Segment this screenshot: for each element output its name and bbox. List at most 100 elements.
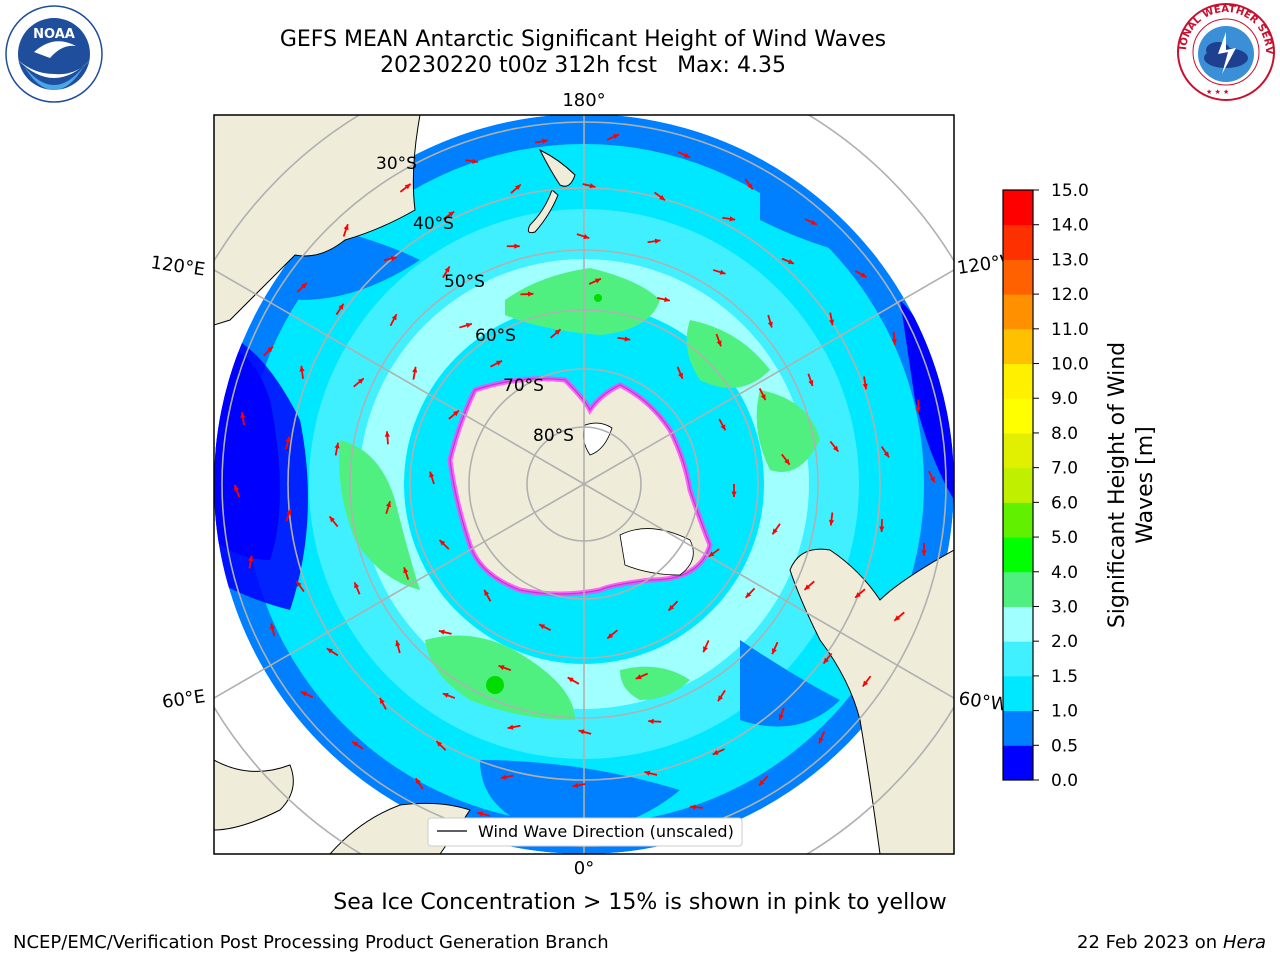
lat-label-30s: 30°S [376, 154, 417, 174]
wave-direction-arrowhead [855, 592, 861, 598]
wave-direction-arrowhead [862, 680, 869, 687]
wave-direction-arrowhead [784, 458, 790, 465]
wave-direction-arrowhead [384, 431, 390, 437]
wave-direction-arrowhead [234, 484, 239, 491]
colorbar-swatch [1003, 641, 1033, 677]
mid-wave-patch-se [740, 640, 840, 727]
wave-direction-arrowhead [484, 589, 490, 596]
wave-direction-arrowhead [429, 471, 435, 478]
colorbar-swatch [1003, 606, 1033, 642]
high-wave-patch-north [505, 268, 660, 335]
wave-direction-arrowhead [240, 412, 246, 418]
wave-direction-arrowhead [578, 729, 585, 735]
colorbar-swatch [1003, 537, 1033, 573]
wave-direction-arrowhead [554, 329, 561, 335]
colorbar-tick-label: 7.0 [1051, 459, 1078, 479]
colorbar-tick-label: 12.0 [1051, 285, 1089, 305]
wave-direction-arrowhead [439, 540, 446, 546]
wave-direction-arrowhead [391, 314, 397, 321]
wave-direction-arrowhead [778, 714, 784, 720]
wave-direction-arrowhead [720, 424, 726, 431]
wave-direction-arrowhead [678, 372, 683, 379]
map-legend: Wind Wave Direction (unscaled) [427, 817, 743, 847]
wave-direction-arrowhead [894, 615, 901, 621]
colorbar-swatch [1003, 710, 1033, 746]
footer-credit: NCEP/EMC/Verification Post Processing Pr… [13, 932, 609, 953]
high-wave-patch-ne [686, 320, 770, 388]
peak-wave-spot [486, 676, 504, 694]
wave-direction-arrowhead [787, 259, 794, 264]
wave-direction-arrowhead [659, 194, 665, 201]
wave-direction-arrowhead [883, 451, 890, 458]
lon-label-180: 180° [562, 90, 605, 111]
wave-direction-arrowhead [731, 491, 737, 497]
wave-direction-arrowhead [542, 138, 548, 144]
wave-direction-arrowhead [703, 646, 708, 653]
colorbar-tick-label: 9.0 [1051, 389, 1078, 409]
wave-direction-arrowhead [343, 224, 349, 231]
colorbar-swatch [1003, 294, 1033, 330]
wave-direction-arrowhead [860, 272, 867, 278]
wave-direction-arrowhead [612, 134, 619, 140]
wave-direction-arrowhead [296, 581, 302, 587]
noaa-logo: NOAA [5, 5, 103, 103]
wave-direction-arrowhead [301, 283, 307, 289]
wave-direction-arrowhead [286, 509, 292, 516]
wave-direction-arrowhead [267, 346, 274, 353]
colorbar-swatch [1003, 571, 1033, 607]
wave-direction-arrowhead [589, 183, 596, 189]
wave-direction-arrowhead [689, 804, 696, 810]
wave-direction-arrowhead [828, 519, 835, 526]
wave-direction-arrowhead [507, 724, 514, 730]
colorbar-tick-label: 5.0 [1051, 528, 1078, 548]
wave-direction-arrowhead [719, 269, 726, 275]
forecast-run-text: 20230220 t00z 312h fcst [380, 53, 658, 78]
new-zealand-north [538, 148, 576, 187]
sea-ice-edge [447, 376, 713, 597]
wave-direction-arrowhead [668, 604, 675, 611]
wave-direction-arrowhead [472, 158, 478, 164]
high-wave-patch-west [339, 440, 420, 590]
colorbar-tick-label: 1.5 [1051, 667, 1078, 687]
wave-direction-arrowhead [300, 691, 307, 697]
footer-date-text: 22 Feb 2023 on [1077, 932, 1218, 953]
colorbar-swatch [1003, 328, 1033, 365]
nws-logo: NATIONAL WEATHER SERVICE ★ ★ ★ [1176, 2, 1275, 101]
colorbar-tick-label: 15.0 [1051, 181, 1089, 201]
wave-direction-arrowhead [527, 291, 534, 297]
wave-direction-arrowhead [500, 774, 507, 780]
wave-direction-arrowhead [354, 582, 360, 589]
wave-direction-arrowhead [338, 303, 344, 310]
colorbar-label-line2: Waves [m] [1133, 426, 1158, 543]
lat-label-80s: 80°S [533, 426, 574, 446]
wave-direction-arrowhead [683, 152, 690, 158]
map-frame [213, 114, 955, 855]
wave-direction-arrowhead [716, 340, 722, 347]
colorbar-tick-label: 2.0 [1051, 632, 1078, 652]
wave-direction-arrowhead [326, 648, 333, 654]
wave-direction-arrowhead [412, 366, 418, 373]
wave-direction-arrowhead [515, 184, 521, 191]
wave-direction-arrowhead [808, 380, 814, 387]
wave-direction-arrowhead [404, 183, 411, 190]
wave-direction-arrowhead [747, 183, 753, 190]
colorbar-tick-label: 0.5 [1051, 736, 1078, 756]
colorbar-tick-label: 1.0 [1051, 702, 1078, 722]
wave-direction-arrowhead [804, 584, 811, 590]
colorbar-swatch [1003, 745, 1033, 781]
wave-direction-arrowhead [299, 365, 305, 372]
wave-direction-arrowhead [729, 216, 736, 222]
lon-label-120e: 120°E [149, 252, 206, 280]
wave-direction-arrowhead [438, 629, 445, 635]
wave-direction-arrowhead [624, 336, 631, 342]
africa-landmass-west [214, 759, 294, 831]
lat-label-70s: 70°S [503, 376, 544, 396]
colorbar-swatch [1003, 432, 1033, 469]
lon-label-60e: 60°E [161, 686, 207, 713]
wave-direction-arrowhead [915, 407, 921, 413]
high-wave-patch-east [756, 390, 820, 472]
wave-direction-arrowhead [496, 360, 503, 366]
wave-direction-arrowhead [635, 674, 642, 680]
lon-label-60w: 60°W [957, 688, 1009, 716]
wave-direction-arrowhead [823, 657, 829, 664]
